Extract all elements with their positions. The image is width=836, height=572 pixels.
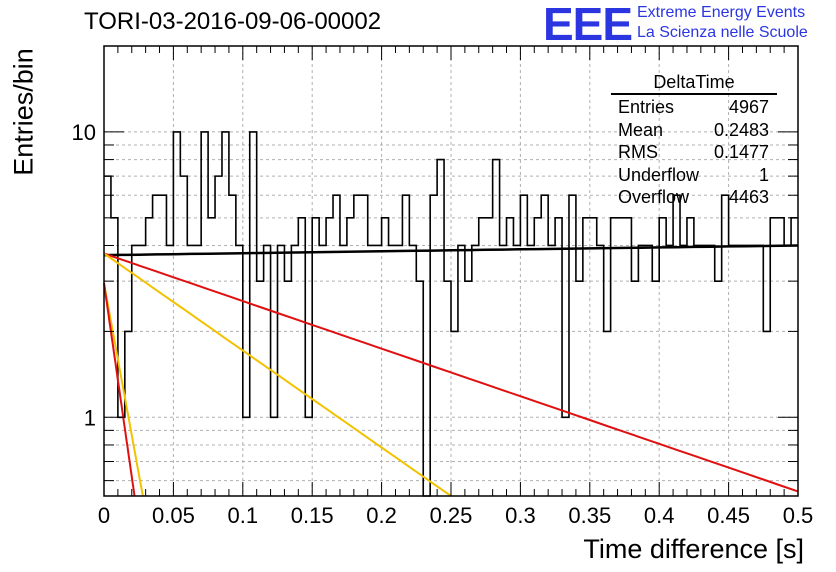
stats-row-rms: RMS 0.1477 [611,141,777,164]
stats-box: DeltaTime Entries 4967 Mean 0.2483 RMS 0… [611,72,777,209]
x-tick-label: 0.45 [707,503,750,528]
org-name-line2: La Scienza nelle Scuole [637,24,808,41]
fit-line-exp-medium [103,252,452,497]
histogram-outline [104,131,798,497]
x-tick-label: 0.5 [783,503,814,528]
x-tick-label: 0.1 [228,503,259,528]
fit-line-exp-slow [103,252,799,493]
y-tick-label: 10 [72,120,96,145]
stats-label: Underflow [618,164,700,185]
stats-value: 4463 [728,187,769,208]
x-tick-label: 0.3 [505,503,536,528]
stats-value: 4967 [728,97,769,117]
stats-value: 1 [758,164,769,185]
stats-box-title: DeltaTime [611,72,777,95]
x-tick-label: 0 [98,503,110,528]
y-axis-label: Entries/bin [8,48,39,176]
x-tick-label: 0.25 [430,503,473,528]
grid-lines [104,45,798,496]
stats-label: RMS [618,142,658,163]
x-tick-label: 0.05 [152,503,195,528]
eee-logo: EEE [543,0,633,50]
stats-label: Overflow [618,187,690,208]
fit-line-exp-fast-yellow [103,283,144,497]
stats-row-entries: Entries 4967 [611,96,777,119]
fit-line-flat-fit [103,244,799,257]
x-axis-label: Time difference [s] [583,534,804,564]
axes-ticks: 0 0.05 0.1 0.15 0.2 0.25 0.3 0.35 0.4 0.45 0.5 1 10 [72,45,814,528]
x-tick-label: 0.15 [291,503,334,528]
stats-row-mean: Mean 0.2483 [611,119,777,142]
x-tick-label: 0.2 [366,503,397,528]
fit-line-exp-fast-red [103,283,136,497]
y-tick-label: 1 [84,405,96,430]
stats-value: 0.2483 [713,119,769,140]
stats-row-overflow: Overflow 4463 [611,186,777,209]
x-tick-label: 0.35 [568,503,611,528]
stats-label: Entries [618,97,675,117]
stats-value: 0.1477 [713,142,769,163]
histogram [104,131,798,497]
stats-row-underflow: Underflow 1 [611,164,777,187]
x-tick-label: 0.4 [644,503,675,528]
fit-lines [103,244,799,497]
chart-title: TORI-03-2016-09-06-00002 [84,8,382,35]
org-name-line1: Extreme Energy Events [637,4,806,21]
stats-label: Mean [618,119,664,140]
